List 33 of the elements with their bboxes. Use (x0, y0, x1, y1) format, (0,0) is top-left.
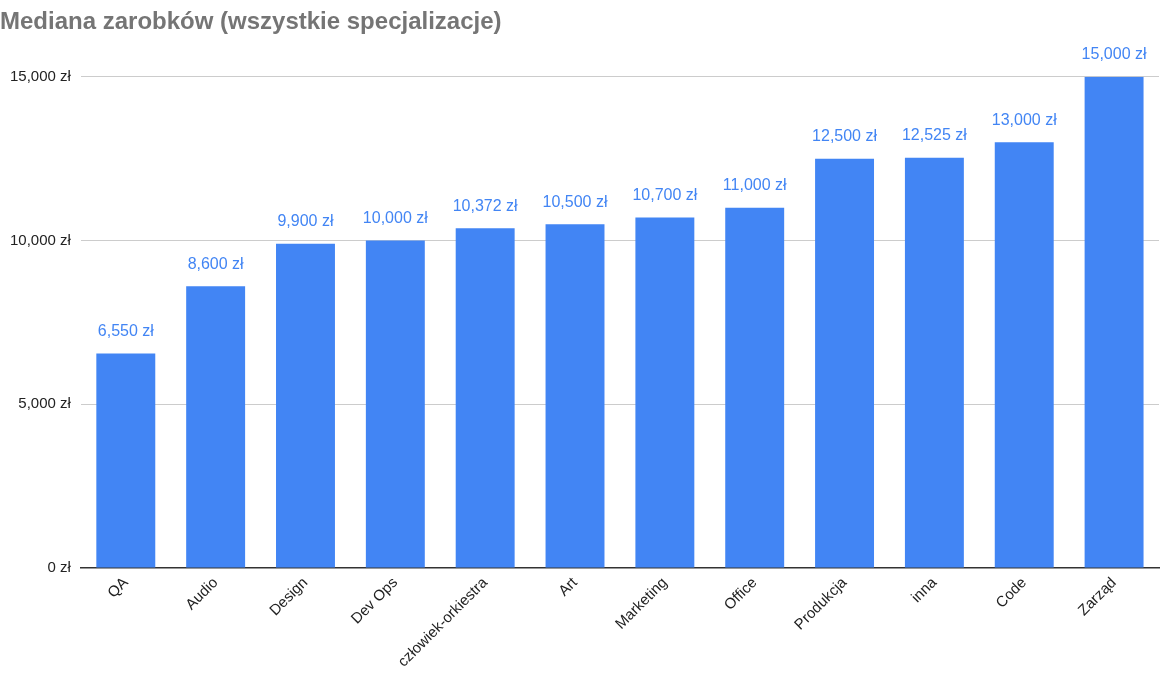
x-tick-label: Dev Ops (347, 573, 401, 627)
data-label: 15,000 zł (1081, 45, 1147, 63)
y-tick-label: 0 zł (47, 558, 72, 576)
data-label: 10,000 zł (362, 208, 429, 226)
x-tick-label: inna (907, 572, 940, 606)
y-tick-label: 5,000 zł (18, 394, 72, 412)
data-label: 12,525 zł (901, 126, 968, 144)
data-label: 10,500 zł (542, 192, 608, 210)
bar (545, 224, 605, 568)
bar (186, 286, 246, 568)
chart-title: Mediana zarobków (wszystkie specjalizacje) (0, 7, 502, 35)
bar (904, 157, 964, 568)
data-label: 10,372 zł (452, 196, 519, 214)
bar (455, 228, 515, 568)
data-label: 10,700 zł (632, 186, 698, 204)
y-tick-label: 10,000 zł (9, 230, 72, 248)
data-label: 13,000 zł (991, 110, 1058, 128)
y-tick-label: 15,000 zł (9, 66, 72, 84)
bar (1084, 76, 1144, 568)
bar (635, 217, 695, 568)
data-label: 12,500 zł (812, 127, 878, 145)
bar (994, 142, 1054, 568)
bar (815, 158, 875, 568)
bar (96, 353, 156, 568)
bar (365, 240, 425, 568)
bar (725, 207, 785, 568)
data-label: 8,600 zł (187, 254, 245, 272)
x-tick-label: QA (103, 573, 131, 601)
x-tick-label: Art (554, 572, 581, 599)
bar (276, 243, 335, 568)
data-label: 9,900 zł (277, 212, 334, 230)
data-label: 6,550 zł (97, 321, 155, 339)
data-label: 11,000 zł (722, 176, 788, 194)
